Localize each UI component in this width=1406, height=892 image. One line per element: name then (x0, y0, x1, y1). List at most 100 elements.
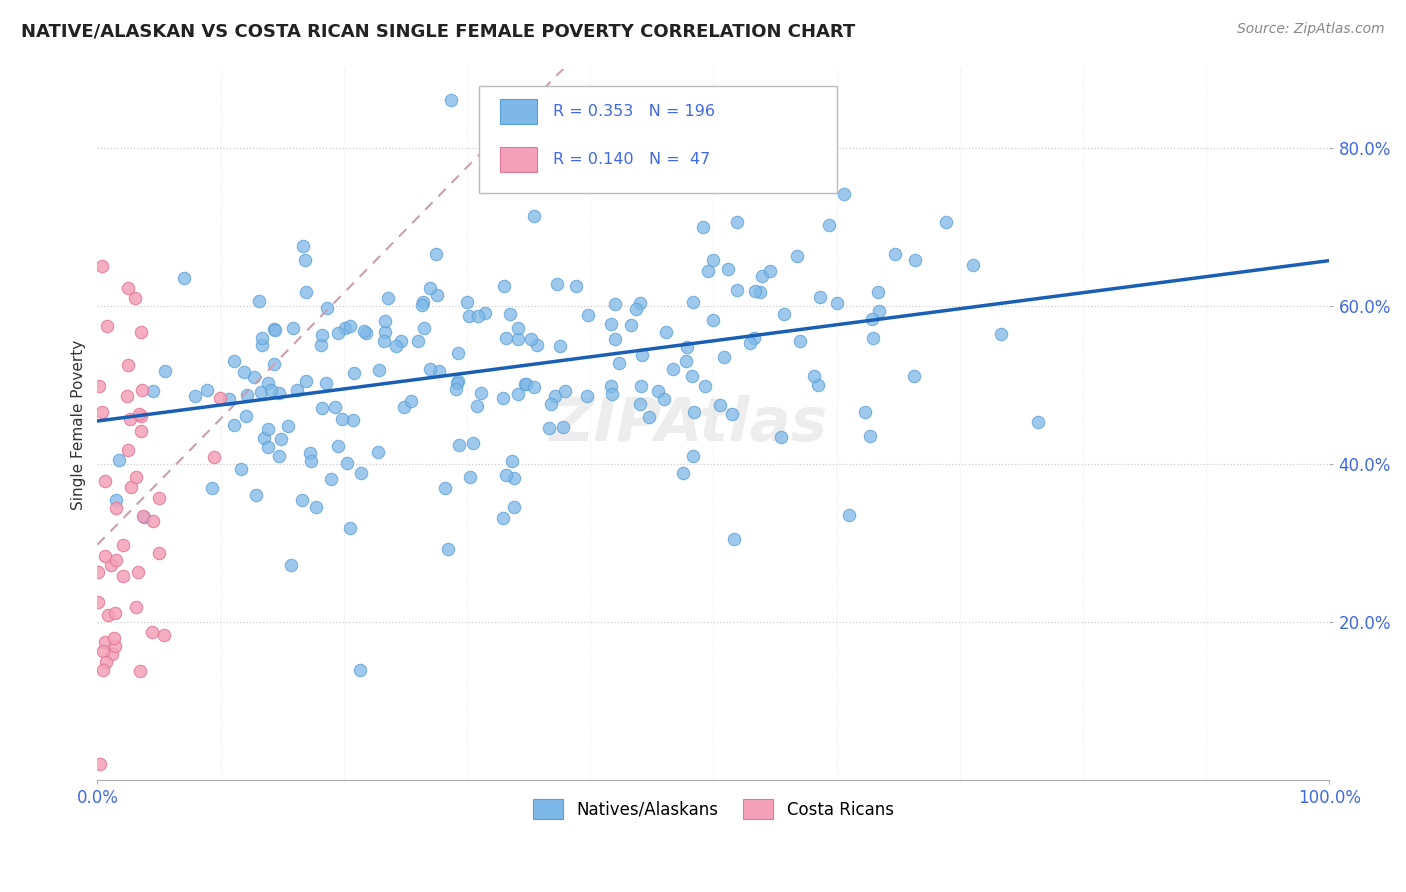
Point (675, 353, 697, 368)
Point (682, 405, 704, 419)
Point (294, 285, 316, 300)
Point (437, 541, 460, 556)
Point (373, 334, 395, 348)
Point (662, 361, 685, 376)
Point (353, 325, 375, 339)
Legend: Natives/Alaskans, Costa Ricans: Natives/Alaskans, Costa Ricans (526, 793, 900, 825)
Point (903, 368, 925, 383)
Point (285, 384, 308, 398)
Point (222, 354, 245, 368)
Point (725, 215, 748, 229)
Point (91, 643, 114, 657)
Point (620, 318, 643, 332)
Point (427, 364, 450, 378)
Point (129, 409, 152, 424)
Point (250, 338, 273, 352)
Point (105, 552, 128, 566)
Point (789, 334, 811, 348)
Point (935, 214, 957, 228)
Point (783, 174, 806, 188)
Point (607, 356, 630, 370)
Point (600, 387, 623, 401)
Point (720, 407, 742, 421)
Point (408, 334, 430, 349)
Point (117, 443, 139, 458)
Point (336, 456, 359, 470)
Point (253, 431, 276, 445)
Point (222, 417, 245, 432)
Point (860, 312, 883, 326)
Point (990, 327, 1012, 342)
Point (374, 314, 396, 328)
Point (576, 389, 599, 403)
Text: Source: ZipAtlas.com: Source: ZipAtlas.com (1237, 22, 1385, 37)
Point (94, 474, 117, 488)
Point (235, 409, 257, 423)
Point (309, 337, 332, 351)
Point (292, 239, 315, 253)
Point (319, 472, 342, 486)
Point (277, 418, 299, 433)
Point (148, 491, 170, 505)
Point (447, 346, 470, 360)
Point (446, 376, 468, 390)
Point (884, 247, 907, 261)
Point (600, 317, 623, 331)
Point (491, 391, 513, 405)
Point (91, 405, 114, 419)
Point (283, 320, 305, 334)
Point (444, 382, 467, 396)
Point (354, 326, 377, 340)
Point (440, 93, 463, 107)
Point (655, 325, 678, 339)
Point (605, 297, 627, 311)
Point (389, 334, 412, 348)
Point (769, 430, 792, 444)
Point (236, 388, 259, 402)
Bar (501, 99, 537, 124)
Point (508, 321, 530, 335)
Point (280, 558, 302, 572)
Point (413, 320, 436, 334)
Point (117, 389, 139, 403)
Point (565, 279, 588, 293)
Point (384, 338, 406, 352)
Point (682, 369, 704, 384)
Point (243, 369, 266, 384)
Point (260, 383, 283, 397)
Point (263, 322, 285, 336)
Point (197, 383, 219, 397)
Point (628, 397, 651, 411)
Point (269, 449, 291, 463)
Point (173, 271, 195, 285)
Point (367, 445, 389, 459)
Point (103, 631, 125, 645)
Point (544, 389, 567, 403)
Point (117, 358, 139, 372)
Point (603, 332, 626, 346)
Point (600, 379, 623, 393)
Point (904, 252, 927, 267)
Point (299, 454, 322, 468)
Point (868, 285, 890, 299)
Point (132, 509, 155, 524)
Point (576, 308, 599, 322)
Point (100, 558, 122, 573)
FancyBboxPatch shape (479, 87, 837, 193)
Point (624, 302, 647, 317)
Point (676, 340, 699, 354)
Point (467, 309, 489, 323)
Point (129, 325, 152, 339)
Point (506, 387, 529, 401)
Point (425, 246, 447, 260)
Point (456, 294, 478, 309)
Text: R = 0.140   N =  47: R = 0.140 N = 47 (553, 153, 710, 167)
Point (108, 453, 131, 467)
Point (131, 383, 153, 397)
Point (257, 440, 280, 454)
Point (264, 323, 287, 337)
Point (125, 469, 148, 483)
Bar (501, 147, 537, 172)
Point (118, 411, 141, 425)
Point (104, 606, 127, 620)
